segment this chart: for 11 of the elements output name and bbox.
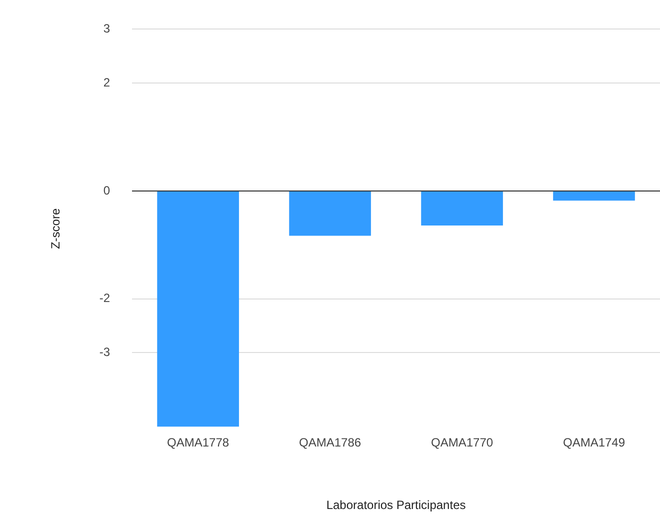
x-tick-label: QAMA1786 <box>299 436 362 450</box>
x-tick-label: QAMA1749 <box>562 436 626 450</box>
x-tick-label: QAMA1778 <box>167 436 230 450</box>
y-axis-title: Z-score <box>48 208 63 250</box>
y-tick-label: -3 <box>99 345 110 360</box>
y-tick-label: 2 <box>103 75 110 90</box>
x-tick-label: QAMA1770 <box>431 436 494 450</box>
y-tick-label: 3 <box>103 22 110 36</box>
x-axis-title: Laboratorios Participantes <box>326 498 466 512</box>
y-tick-label: -2 <box>99 291 110 306</box>
y-tick-label: 0 <box>103 183 110 198</box>
